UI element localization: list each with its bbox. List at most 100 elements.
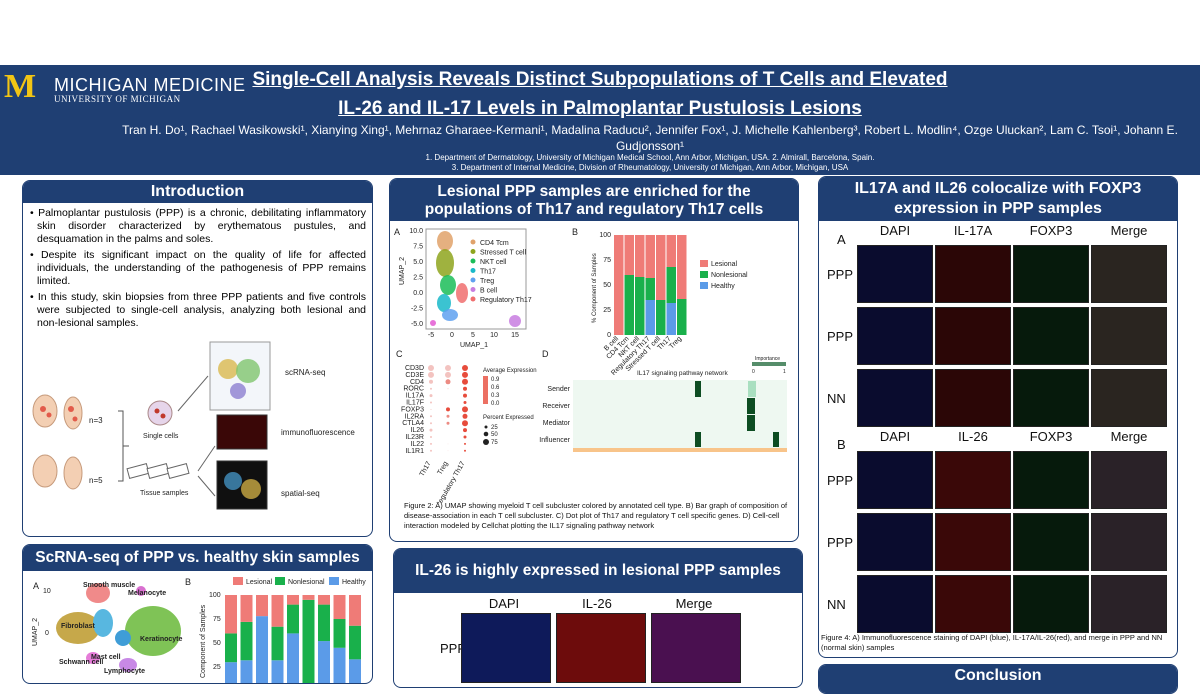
microscopy-image (1091, 369, 1167, 427)
dot-group-label: Treg (437, 460, 450, 476)
label-keratinocyte: Keratinocyte (140, 636, 183, 643)
microscopy-image (1013, 451, 1089, 509)
bracket (118, 410, 129, 482)
bar-segment (349, 625, 361, 660)
umap-xlabel: UMAP_1 (460, 342, 488, 349)
dot-gene-label: IL1R1 (405, 448, 424, 455)
microscopy-image (1013, 513, 1089, 571)
legend-lesional: Lesional (246, 579, 273, 586)
bar-segment (645, 278, 655, 300)
bar-segment (271, 626, 284, 661)
network-row-label: Mediator (543, 420, 571, 427)
umap-ytick: -2.5 (411, 306, 423, 313)
microscopy-image (1013, 369, 1089, 427)
microscopy-image (1091, 245, 1167, 303)
umap-legend-label: Stressed T cell (480, 250, 526, 257)
header-banner: M MICHIGAN MEDICINE UNIVERSITY OF MICHIG… (0, 65, 1200, 175)
importance-title: Importance (755, 356, 780, 362)
umap-legend-label: NKT cell (480, 259, 507, 266)
dot-legend-avgexp: Average Expression (483, 368, 537, 374)
immunofluorescence-label: immunofluorescence (281, 428, 355, 437)
dot-gene-label: CD3D (405, 365, 424, 372)
bar-segment (256, 595, 268, 617)
bar-segment (240, 660, 253, 683)
ppp-hand-foot-icon (32, 394, 83, 430)
bar1-ytick: 75 (603, 257, 611, 264)
umap-legend-dot (470, 249, 476, 254)
dot-plot-dot (428, 365, 434, 371)
avgexp-03: 0.3 (491, 393, 500, 399)
bar-segment (656, 235, 666, 300)
label-smooth-muscle: Smooth muscle (83, 582, 135, 589)
dot-plot-dot (462, 413, 468, 419)
coloc-label-a: A (837, 232, 846, 247)
il26-il26-image (556, 613, 646, 683)
umap-legend-dot (470, 239, 476, 245)
introduction-bullets: • Palmoplantar pustulosis (PPP) is a chr… (23, 203, 372, 337)
microscopy-image (1013, 575, 1089, 633)
tissue-slides-icon (126, 462, 190, 480)
dot-group-label: Th17 (419, 460, 433, 477)
legend-healthy: Healthy (342, 579, 366, 586)
coloc-row-label: NN (827, 391, 846, 406)
avgexp-colorbar (483, 376, 488, 404)
umap-tick-10: 10 (43, 588, 51, 595)
dot-plot-dot (430, 415, 432, 418)
il26-col-il26: IL-26 (582, 596, 612, 611)
umap-xtick: 10 (490, 332, 498, 339)
bar-segment (225, 633, 237, 663)
bar1-yticks: 100 75 50 25 0 (599, 232, 611, 339)
dot-gene-label: FOXP3 (401, 406, 424, 413)
bar-segment (614, 235, 624, 335)
scrna-heading: ScRNA-seq of PPP vs. healthy skin sample… (23, 545, 372, 571)
microscopy-image (1091, 513, 1167, 571)
microscopy-image (935, 575, 1011, 633)
label-a: A (33, 581, 39, 591)
study-design-diagram: n=3 n=5 Single cells Tissue samples scRN… (32, 341, 355, 510)
microscopy-image (857, 451, 933, 509)
bar-segment (333, 619, 346, 648)
tick-75: 75 (213, 616, 221, 623)
lesional-heading-line2: populations of Th17 and regulatory Th17 … (424, 201, 764, 218)
tick-100: 100 (209, 592, 221, 599)
network-celltype-strip (573, 448, 787, 452)
label-melanocyte: Melanocyte (128, 590, 166, 597)
bar-segment (240, 621, 253, 661)
scrna-panel: ScRNA-seq of PPP vs. healthy skin sample… (22, 544, 373, 684)
scrna-label: scRNA-seq (285, 368, 325, 377)
il26-row-ppp: PPP (440, 641, 467, 656)
umap-legend-label: CD4 Tcm (480, 240, 509, 247)
bar-segment (302, 599, 315, 683)
umap-legend: CD4 Tcm Stressed T cell NKT cell Th17 Treg B … (470, 239, 532, 304)
bar-segment (318, 604, 330, 642)
dot-plot-dot (462, 378, 468, 385)
single-cells-icon (147, 400, 173, 426)
bar1-ytick: 100 (599, 232, 611, 239)
umap-legend-dot (470, 277, 476, 283)
umap-legend-dot (470, 287, 476, 292)
dot-plot-dots (428, 365, 468, 452)
dot-plot-dot (429, 394, 433, 398)
pct-50: 50 (491, 432, 498, 438)
dot-plot-dot (462, 371, 468, 378)
logo-main-text: MICHIGAN MEDICINE (54, 75, 246, 95)
coloc-col-label: Merge (1110, 223, 1148, 238)
umap-legend-label: Treg (480, 278, 494, 285)
poster-title-line2: IL-26 and IL-17 Levels in Palmoplantar P… (338, 98, 862, 119)
bar-segment (666, 303, 676, 335)
umap-ylabel: UMAP_2 (399, 257, 406, 285)
umap-ytick: 2.5 (413, 275, 423, 282)
umap-ytick: 7.5 (413, 244, 423, 251)
dot-plot-dot (447, 450, 449, 452)
bar-ylabel: % Component of Samples (592, 253, 598, 323)
coloc-col-label: DAPI (879, 223, 911, 238)
legend-nonlesional: Nonlesional (288, 579, 325, 586)
dot-plot-dot (463, 435, 467, 439)
author-list: Tran H. Do¹, Rachael Wasikowski¹, Xianyi… (122, 123, 1178, 153)
introduction-panel: Introduction • Palmoplantar pustulosis (… (22, 180, 373, 537)
pct-25: 25 (491, 425, 498, 431)
microscopy-image (1013, 245, 1089, 303)
dot-plot-dot (462, 406, 468, 413)
scrna-figure: A UMAP_2 10 0 Smooth muscle Melanocyte F… (32, 577, 366, 683)
